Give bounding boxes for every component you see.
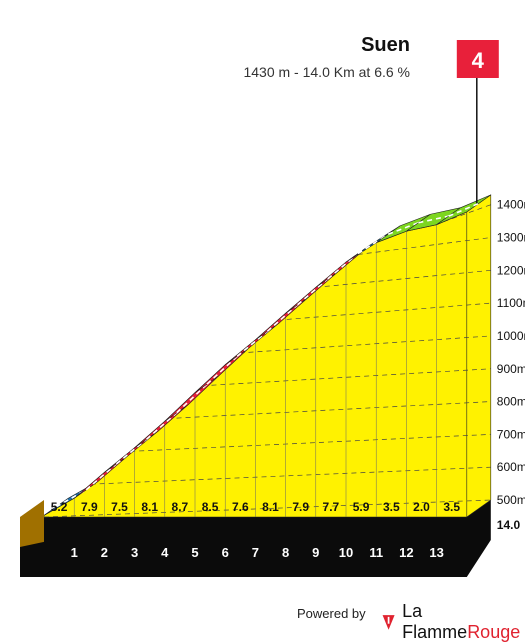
km-marker: 5	[191, 545, 198, 560]
km-marker: 13	[429, 545, 443, 560]
y-tick-label: 700m	[497, 427, 525, 441]
grid-line	[43, 499, 491, 518]
grid-line	[315, 269, 491, 288]
y-tick-label: 1300m	[497, 231, 525, 245]
road-centerline	[176, 383, 208, 414]
road-centerline	[448, 202, 480, 217]
road-centerline	[146, 412, 178, 440]
road-centerline	[115, 438, 148, 465]
y-tick-label: 1100m	[497, 296, 525, 310]
grid-line	[130, 434, 491, 452]
gradient-label: 5.9	[353, 500, 370, 514]
road-centerline	[236, 330, 268, 357]
total-distance-label: 14.0	[497, 518, 521, 532]
gradient-label: 2.0	[413, 500, 430, 514]
gradient-label: 7.6	[232, 500, 249, 514]
km-marker: 3	[131, 545, 138, 560]
y-tick-label: 800m	[497, 395, 525, 409]
road-centerline	[206, 355, 238, 385]
gradient-label: 7.9	[292, 500, 309, 514]
road-centerline	[266, 304, 299, 332]
gradient-label: 8.1	[141, 500, 158, 514]
gradient-label: 3.5	[383, 500, 400, 514]
km-marker: 4	[161, 545, 169, 560]
km-marker: 12	[399, 545, 413, 560]
powered-by-label: Powered by	[297, 606, 366, 621]
gradient-label: 5.2	[51, 500, 68, 514]
grid-line	[202, 368, 491, 387]
gradient-label: 8.5	[202, 500, 219, 514]
y-tick-label: 900m	[497, 362, 525, 376]
flame-icon	[382, 615, 395, 630]
road-centerline	[297, 278, 329, 306]
category-flag	[456, 40, 499, 78]
gradient-label: 7.7	[323, 500, 340, 514]
climb-subtitle: 1430 m - 14.0 Km at 6.6 %	[243, 64, 410, 80]
km-marker: 10	[339, 545, 353, 560]
km-marker: 1	[71, 545, 78, 560]
y-tick-label: 1400m	[497, 198, 525, 212]
start-block	[20, 500, 44, 557]
grid-line	[239, 335, 491, 354]
y-tick-label: 1000m	[497, 329, 525, 343]
brand-logo[interactable]: La FlammeRouge	[380, 601, 525, 643]
gradient-label: 8.1	[262, 500, 279, 514]
grid-line	[357, 237, 491, 255]
gradient-label: 3.5	[443, 500, 460, 514]
y-tick-label: 1200m	[497, 263, 525, 277]
gradient-label: 7.9	[81, 500, 98, 514]
km-marker: 7	[252, 545, 259, 560]
category-label: 4	[472, 48, 485, 73]
km-marker: 9	[312, 545, 319, 560]
road-centerline	[85, 463, 117, 491]
profile-base	[20, 500, 491, 577]
km-marker: 2	[101, 545, 108, 560]
km-marker: 6	[222, 545, 229, 560]
profile-back-wall	[466, 194, 492, 518]
grid-line	[90, 466, 491, 485]
gradient-label: 7.5	[111, 500, 128, 514]
gradient-label: 8.7	[172, 500, 189, 514]
km-marker: 11	[369, 545, 383, 560]
start-base	[20, 541, 44, 577]
y-tick-label: 500m	[497, 493, 525, 507]
y-tick-label: 600m	[497, 460, 525, 474]
brand-name: La FlammeRouge	[402, 601, 521, 642]
climb-title: Suen	[361, 34, 410, 56]
road-centerline	[327, 252, 359, 280]
km-marker: 8	[282, 545, 289, 560]
